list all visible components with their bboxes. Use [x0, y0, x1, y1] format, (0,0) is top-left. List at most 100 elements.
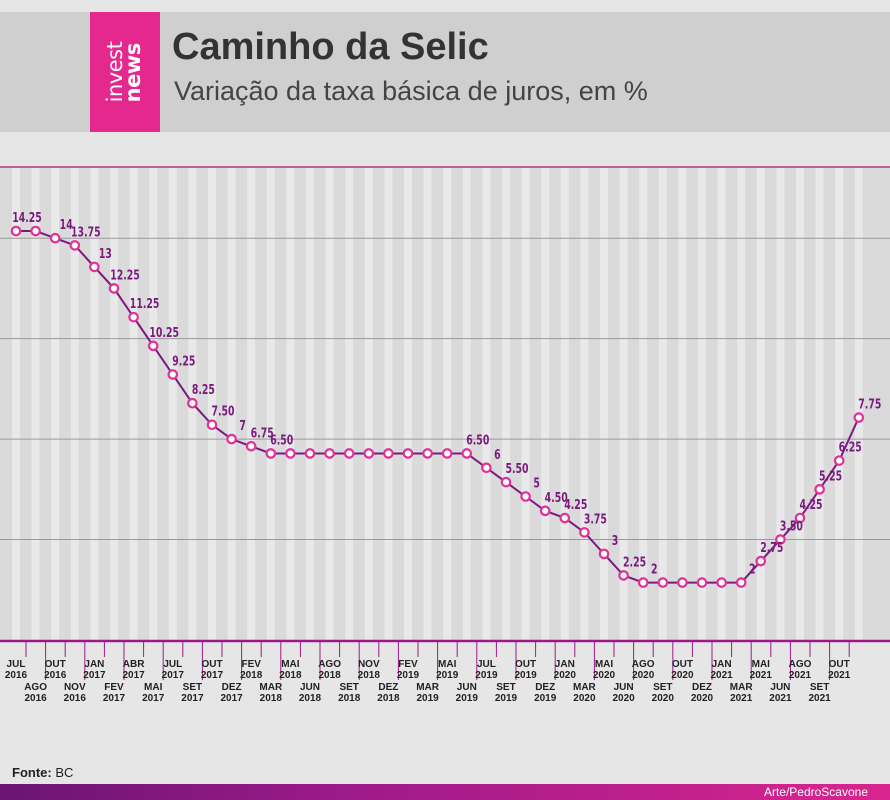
- x-tick-label-month: MAI: [281, 659, 300, 670]
- data-point: [598, 548, 610, 560]
- x-tick-label-year: 2016: [44, 670, 67, 681]
- x-tick-label-month: NOV: [64, 682, 86, 693]
- x-tick-label-year: 2018: [338, 693, 361, 704]
- data-point: [226, 433, 237, 445]
- x-tick-label-year: 2017: [162, 670, 185, 681]
- x-tick-label-year: 2018: [377, 693, 400, 704]
- data-label: 3: [612, 532, 619, 548]
- data-point: [814, 484, 825, 495]
- data-label: 6.50: [270, 432, 293, 448]
- x-tick-label-month: MAI: [438, 659, 457, 670]
- x-tick-label-month: AGO: [789, 659, 812, 670]
- x-tick-label-year: 2016: [5, 670, 28, 681]
- grid-stripe: [678, 168, 687, 640]
- data-point: [579, 527, 590, 538]
- data-label: 4.50: [545, 489, 568, 505]
- data-label: 4.25: [799, 496, 822, 512]
- x-tick-label-year: 2017: [220, 693, 243, 704]
- data-point: [245, 440, 257, 452]
- grid-stripe: [815, 168, 824, 640]
- x-tick-label-month: SET: [339, 682, 358, 693]
- grid-stripe: [70, 168, 79, 640]
- data-point: [128, 311, 139, 323]
- grid-stripe: [580, 168, 589, 640]
- x-tick-label-month: MAR: [259, 682, 283, 693]
- x-tick-label-year: 2019: [397, 670, 420, 681]
- data-point: [716, 577, 727, 588]
- grid-stripe: [600, 168, 608, 640]
- data-label: 9.25: [172, 353, 195, 369]
- grid-stripe: [364, 168, 373, 640]
- grid-stripe: [698, 168, 706, 640]
- grid-stripe: [854, 168, 863, 640]
- data-label: 6.75: [251, 425, 274, 441]
- x-tick-label-year: 2019: [436, 670, 459, 681]
- x-tick-label-year: 2021: [730, 693, 753, 704]
- x-tick-label-month: DEZ: [222, 682, 242, 693]
- grid-stripe: [12, 168, 20, 640]
- x-tick-label-year: 2017: [201, 670, 224, 681]
- x-tick-label-year: 2016: [24, 693, 47, 704]
- x-tick-label-year: 2021: [828, 670, 851, 681]
- grid-stripe: [384, 168, 393, 640]
- x-tick-label-year: 2020: [652, 693, 675, 704]
- grid-stripe: [227, 168, 236, 640]
- data-label: 4.25: [564, 496, 587, 512]
- grid-stripe: [208, 168, 216, 640]
- x-tick-label-year: 2019: [514, 670, 537, 681]
- data-label: 2: [651, 561, 658, 577]
- x-tick-label-month: FEV: [241, 659, 261, 670]
- data-point: [69, 240, 81, 251]
- data-point: [735, 577, 747, 588]
- data-point: [324, 448, 335, 459]
- x-tick-label-month: AGO: [318, 659, 341, 670]
- x-tick-label-year: 2018: [358, 670, 381, 681]
- grid-stripe: [658, 168, 667, 640]
- data-point: [755, 555, 767, 567]
- x-tick-label-year: 2018: [299, 693, 322, 704]
- data-point: [304, 448, 316, 459]
- grid-stripe: [110, 168, 118, 640]
- x-tick-label-month: OUT: [45, 659, 66, 670]
- grid-stripe: [756, 168, 765, 640]
- chart-title: Caminho da Selic: [172, 26, 489, 68]
- x-tick-label-month: MAI: [144, 682, 163, 693]
- grid-stripe: [443, 168, 452, 640]
- grid-stripe: [286, 168, 295, 640]
- grid-stripe: [325, 168, 334, 640]
- data-label: 14.25: [12, 209, 42, 225]
- x-tick-label-month: AGO: [632, 659, 655, 670]
- x-tick-label-month: SET: [183, 682, 202, 693]
- x-tick-label-month: JAN: [555, 659, 575, 670]
- grid-stripe: [90, 168, 99, 640]
- data-label: 7.50: [211, 403, 234, 419]
- x-tick-label-month: MAR: [416, 682, 440, 693]
- grid-stripe: [129, 168, 138, 640]
- data-point: [794, 512, 806, 524]
- grid-stripe: [776, 168, 785, 640]
- data-label: 5.50: [505, 461, 528, 477]
- data-point: [481, 462, 492, 474]
- x-tick-label-year: 2016: [64, 693, 87, 704]
- data-label: 11.25: [130, 296, 160, 312]
- grid-stripe: [345, 168, 354, 640]
- grid-stripe: [404, 168, 412, 640]
- grid-stripe: [51, 168, 60, 640]
- data-point: [30, 225, 41, 237]
- x-tick-label-month: JUN: [300, 682, 320, 693]
- x-tick-label-year: 2019: [534, 693, 557, 704]
- x-tick-label-month: OUT: [201, 659, 222, 670]
- data-point: [637, 577, 649, 588]
- x-tick-label-year: 2018: [260, 693, 283, 704]
- data-point: [696, 577, 708, 588]
- data-point: [10, 225, 22, 237]
- x-tick-label-month: SET: [810, 682, 829, 693]
- grid-stripe: [482, 168, 491, 640]
- data-label: 8.25: [192, 382, 215, 398]
- source-note: Fonte: BC: [12, 765, 73, 780]
- x-tick-label-month: MAR: [730, 682, 754, 693]
- data-point: [833, 455, 845, 466]
- x-tick-label-month: MAI: [752, 659, 771, 670]
- x-tick-label-year: 2020: [593, 670, 616, 681]
- series-line: [16, 230, 860, 584]
